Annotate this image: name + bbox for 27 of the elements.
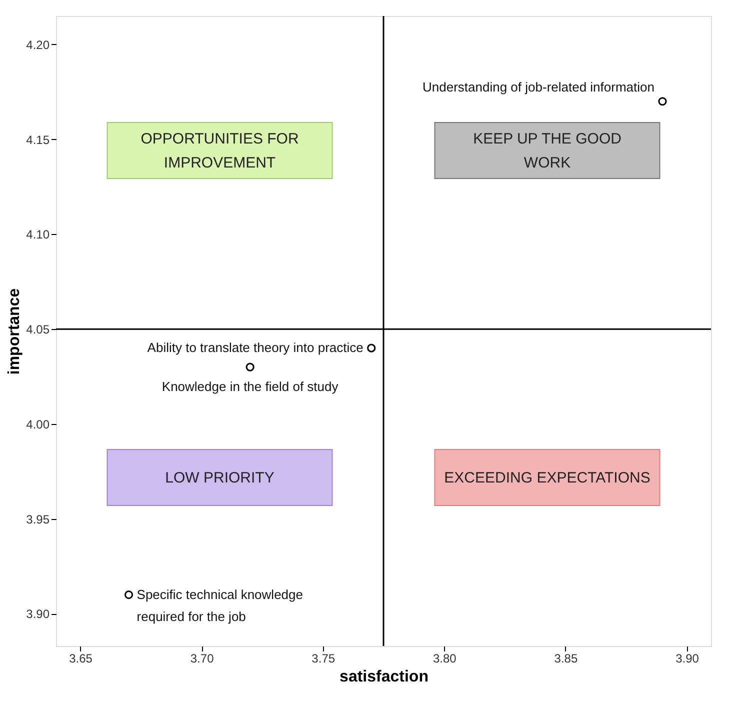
annotation: Understanding of job-related information (422, 79, 654, 94)
y-tick-label: 4.00 (26, 417, 50, 432)
point (246, 362, 254, 372)
annotation: EXCEEDING EXPECTATIONS (444, 470, 650, 487)
y-tick-label: 3.95 (26, 512, 50, 526)
x-tick-label: 3.85 (554, 652, 578, 666)
y-tick-label: 4.15 (26, 132, 50, 147)
point (658, 97, 667, 106)
annotation: Knowledge in the field of study (162, 379, 339, 394)
point (367, 344, 376, 352)
annotation: LOW PRIORITY (165, 470, 274, 487)
annotation: KEEP UP THE GOOD WORK (473, 130, 622, 172)
annotation: OPPORTUNITIES FOR IMPROVEMENT (140, 130, 299, 172)
x-tick-label: 3.75 (312, 652, 336, 666)
y-axis-title: importance (6, 288, 24, 375)
x-axis-title: satisfaction (340, 668, 428, 686)
x-tick-label: 3.80 (432, 652, 457, 666)
point (124, 590, 134, 600)
y-tick-label: 4.10 (26, 228, 50, 242)
x-tick-label: 3.90 (676, 652, 700, 666)
x-tick-label: 3.65 (69, 652, 93, 666)
x-tick-label: 3.70 (190, 652, 214, 666)
annotation: Ability to translate theory into practice (147, 340, 364, 356)
y-tick-label: 3.90 (26, 607, 50, 622)
y-tick-label: 4.05 (26, 322, 50, 337)
annotation: Specific technical knowledge required for the job (136, 586, 303, 624)
y-tick-label: 4.20 (26, 38, 50, 52)
